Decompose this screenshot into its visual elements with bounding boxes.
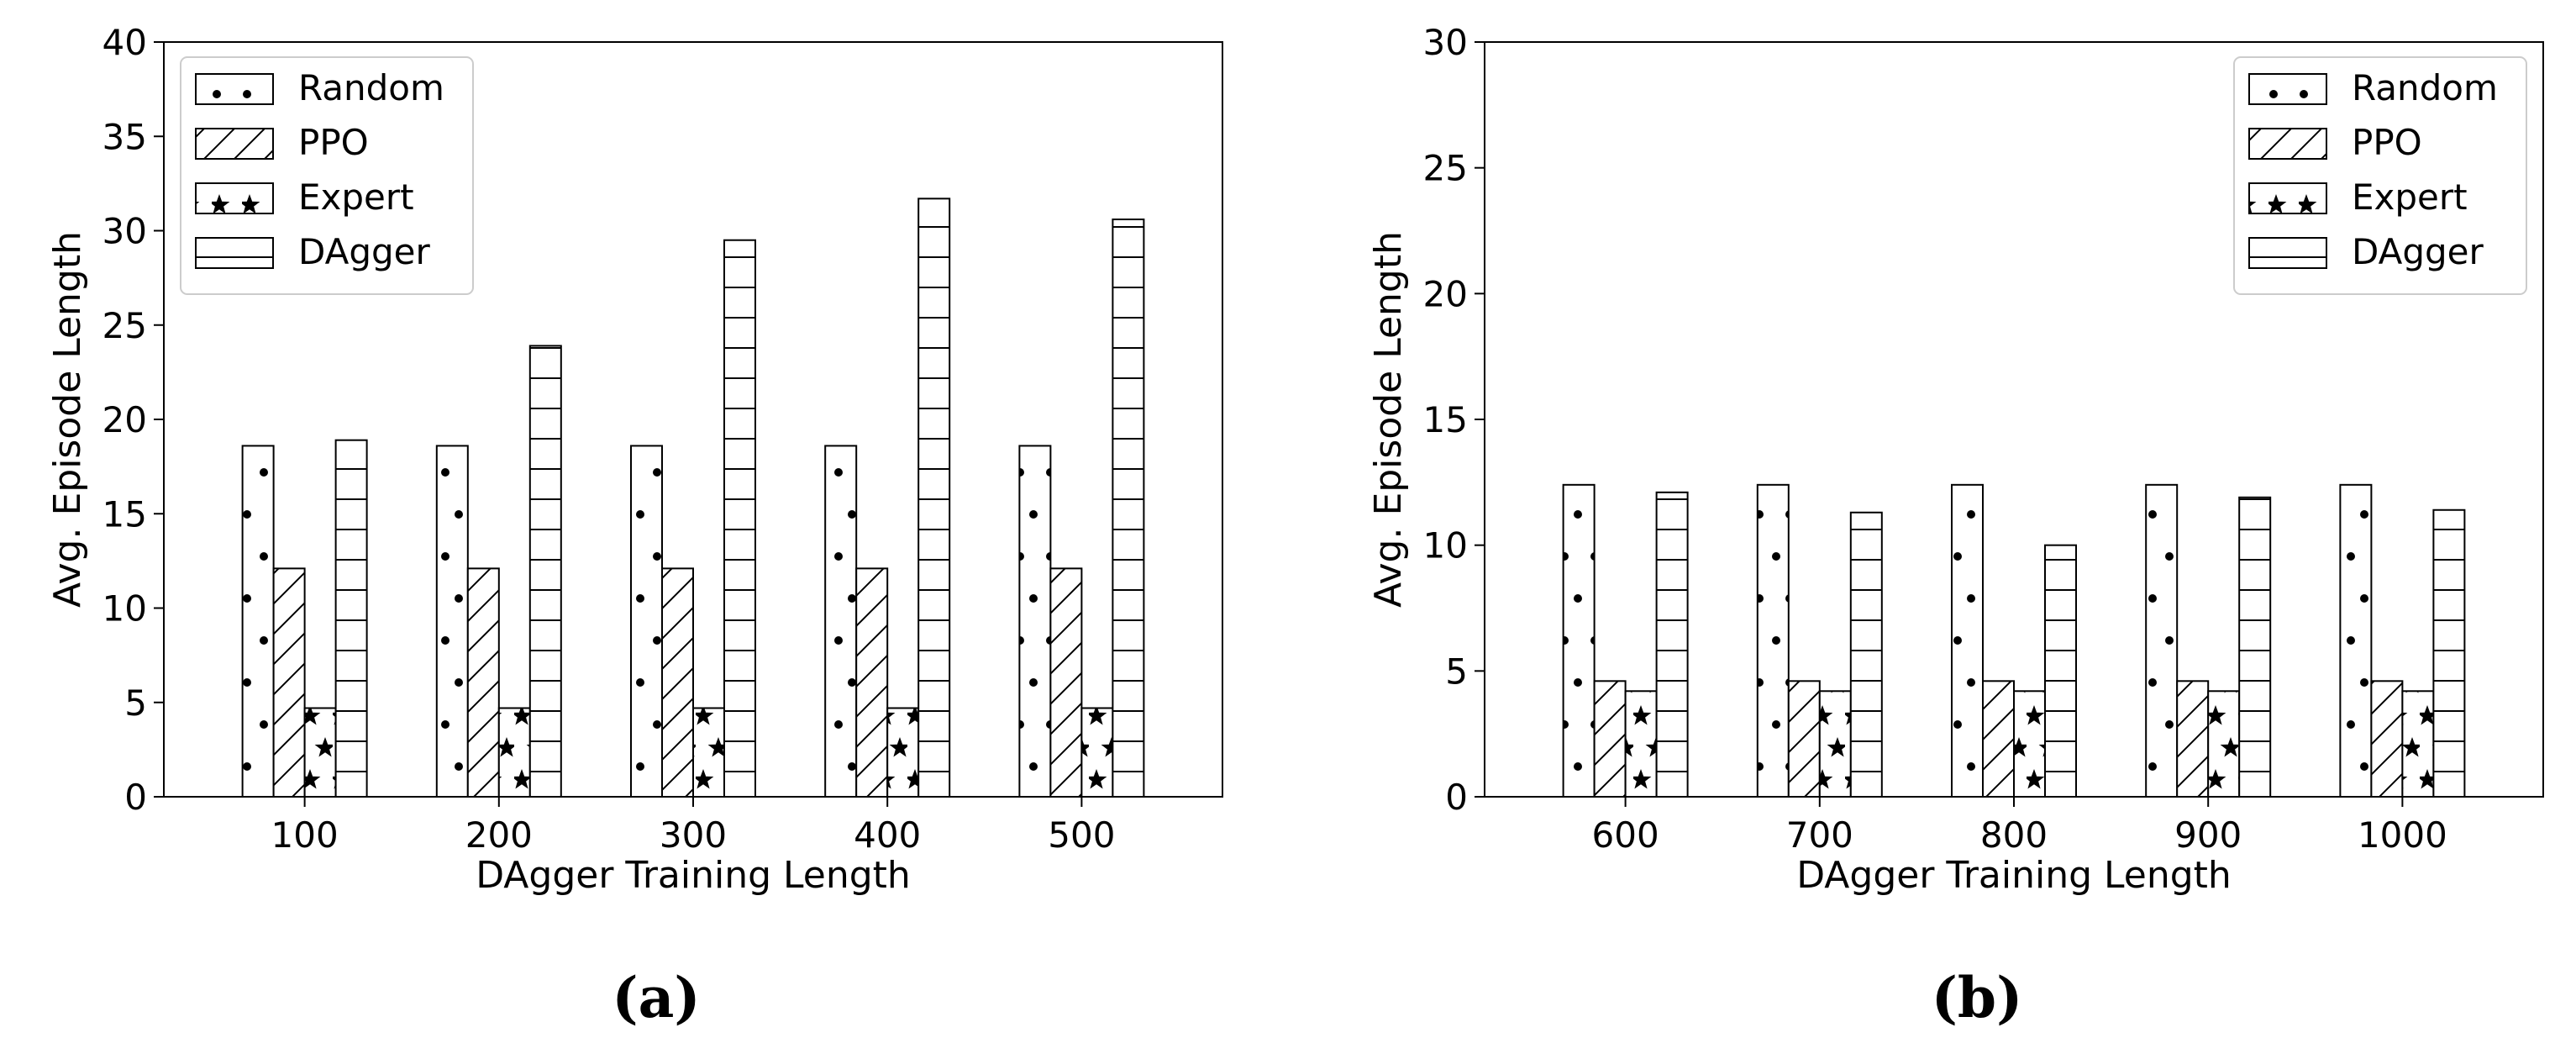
bar-expert-700 — [1818, 690, 1852, 798]
x-tick-label: 900 — [2174, 814, 2242, 856]
legend-box — [180, 56, 474, 295]
y-axis-label: Avg. Episode Length — [1367, 231, 1410, 608]
y-tick-label: 5 — [1445, 651, 1468, 692]
legend-swatch-ppo — [195, 128, 274, 160]
legend-swatch-random — [195, 73, 274, 105]
y-tick-label: 30 — [1423, 22, 1468, 63]
bar-ppo-500 — [1049, 567, 1083, 798]
bar-dagger-200 — [528, 345, 562, 798]
legend-swatch-ppo — [2248, 128, 2327, 160]
bar-dagger-1000 — [2432, 508, 2466, 798]
panel-caption: (b) — [1932, 965, 2023, 1030]
x-tick-label: 400 — [854, 814, 921, 856]
x-axis-label: DAgger Training Length — [1796, 854, 2232, 897]
bar-random-800 — [1951, 483, 1984, 798]
bar-dagger-700 — [1849, 511, 1883, 798]
x-tick-label: 800 — [1980, 814, 2048, 856]
x-tick-label: 500 — [1048, 814, 1115, 856]
x-tick-label: 200 — [465, 814, 533, 856]
bar-dagger-500 — [1112, 219, 1145, 798]
bar-ppo-700 — [1787, 680, 1821, 798]
x-axis-label: DAgger Training Length — [476, 854, 911, 897]
bar-random-400 — [824, 445, 858, 798]
legend-label-dagger: DAgger — [298, 231, 430, 272]
legend-label-random: Random — [2352, 67, 2498, 108]
panel-caption: (a) — [612, 965, 700, 1030]
bar-dagger-100 — [334, 439, 368, 798]
bar-random-900 — [2145, 483, 2179, 798]
x-tick-label: 100 — [271, 814, 339, 856]
bar-random-200 — [435, 445, 469, 798]
bar-expert-800 — [2013, 690, 2046, 798]
bar-ppo-100 — [272, 567, 306, 798]
bar-expert-900 — [2207, 690, 2241, 798]
bar-ppo-1000 — [2370, 680, 2404, 798]
chart-panel-a: 0 5 10 15 20 25 30 35 40 100 200 300 400 500 DAgger Tr… — [46, 22, 1223, 1030]
y-tick-label: 0 — [124, 777, 147, 818]
chart-panel-b: 0 5 10 15 20 25 30 600 700 800 900 1000 DAgger Train… — [1367, 22, 2544, 1030]
legend-swatch-random — [2248, 73, 2327, 105]
x-tick-label: 300 — [660, 814, 727, 856]
legend-label-random: Random — [298, 67, 444, 108]
bar-expert-1000 — [2401, 690, 2435, 798]
bar-ppo-400 — [855, 567, 889, 798]
y-tick-label: 10 — [103, 588, 147, 630]
legend-swatch-dagger — [2248, 237, 2327, 269]
y-tick-label: 30 — [103, 211, 147, 252]
y-axis-label: Avg. Episode Length — [46, 231, 89, 608]
bar-random-100 — [241, 445, 275, 798]
y-tick-label: 10 — [1423, 525, 1468, 566]
x-tick-label: 700 — [1786, 814, 1853, 856]
bar-random-1000 — [2339, 483, 2373, 798]
y-tick-label: 0 — [1445, 777, 1468, 818]
y-tick-label: 5 — [124, 682, 147, 724]
bar-random-600 — [1562, 483, 1596, 798]
y-tick-label: 15 — [103, 493, 147, 535]
bar-dagger-900 — [2238, 496, 2272, 798]
bar-expert-600 — [1624, 690, 1658, 798]
legend-swatch-expert — [195, 182, 274, 214]
bar-ppo-200 — [466, 567, 500, 798]
y-tick-label: 20 — [1423, 273, 1468, 314]
bar-expert-400 — [886, 707, 920, 798]
bar-expert-300 — [692, 707, 725, 798]
legend-label-dagger: DAgger — [2352, 231, 2484, 272]
bar-ppo-300 — [661, 567, 694, 798]
x-tick-label: 1000 — [2358, 814, 2447, 856]
y-tick-label: 25 — [1423, 148, 1468, 189]
bar-expert-100 — [303, 707, 337, 798]
y-tick-label: 20 — [103, 399, 147, 440]
y-tick-label: 15 — [1423, 399, 1468, 440]
legend-label-expert: Expert — [298, 176, 414, 218]
legend-swatch-expert — [2248, 182, 2327, 214]
bar-ppo-800 — [1982, 680, 2015, 798]
legend-swatch-dagger — [195, 237, 274, 269]
y-tick-label: 40 — [103, 22, 147, 63]
bar-dagger-800 — [2044, 544, 2077, 798]
bar-ppo-600 — [1593, 680, 1627, 798]
bar-expert-200 — [497, 707, 531, 798]
bar-dagger-400 — [917, 198, 951, 798]
bar-dagger-300 — [723, 239, 756, 798]
bar-dagger-600 — [1655, 491, 1689, 798]
legend-box — [2233, 56, 2527, 295]
y-tick-label: 35 — [103, 116, 147, 157]
legend-label-ppo: PPO — [298, 122, 369, 163]
bar-random-500 — [1018, 445, 1052, 798]
legend-label-ppo: PPO — [2352, 122, 2422, 163]
bar-ppo-900 — [2176, 680, 2210, 798]
y-tick-label: 25 — [103, 305, 147, 346]
x-tick-label: 600 — [1592, 814, 1659, 856]
legend-label-expert: Expert — [2352, 176, 2468, 218]
bar-random-300 — [630, 445, 663, 798]
bar-random-700 — [1756, 483, 1790, 798]
bar-expert-500 — [1080, 707, 1114, 798]
